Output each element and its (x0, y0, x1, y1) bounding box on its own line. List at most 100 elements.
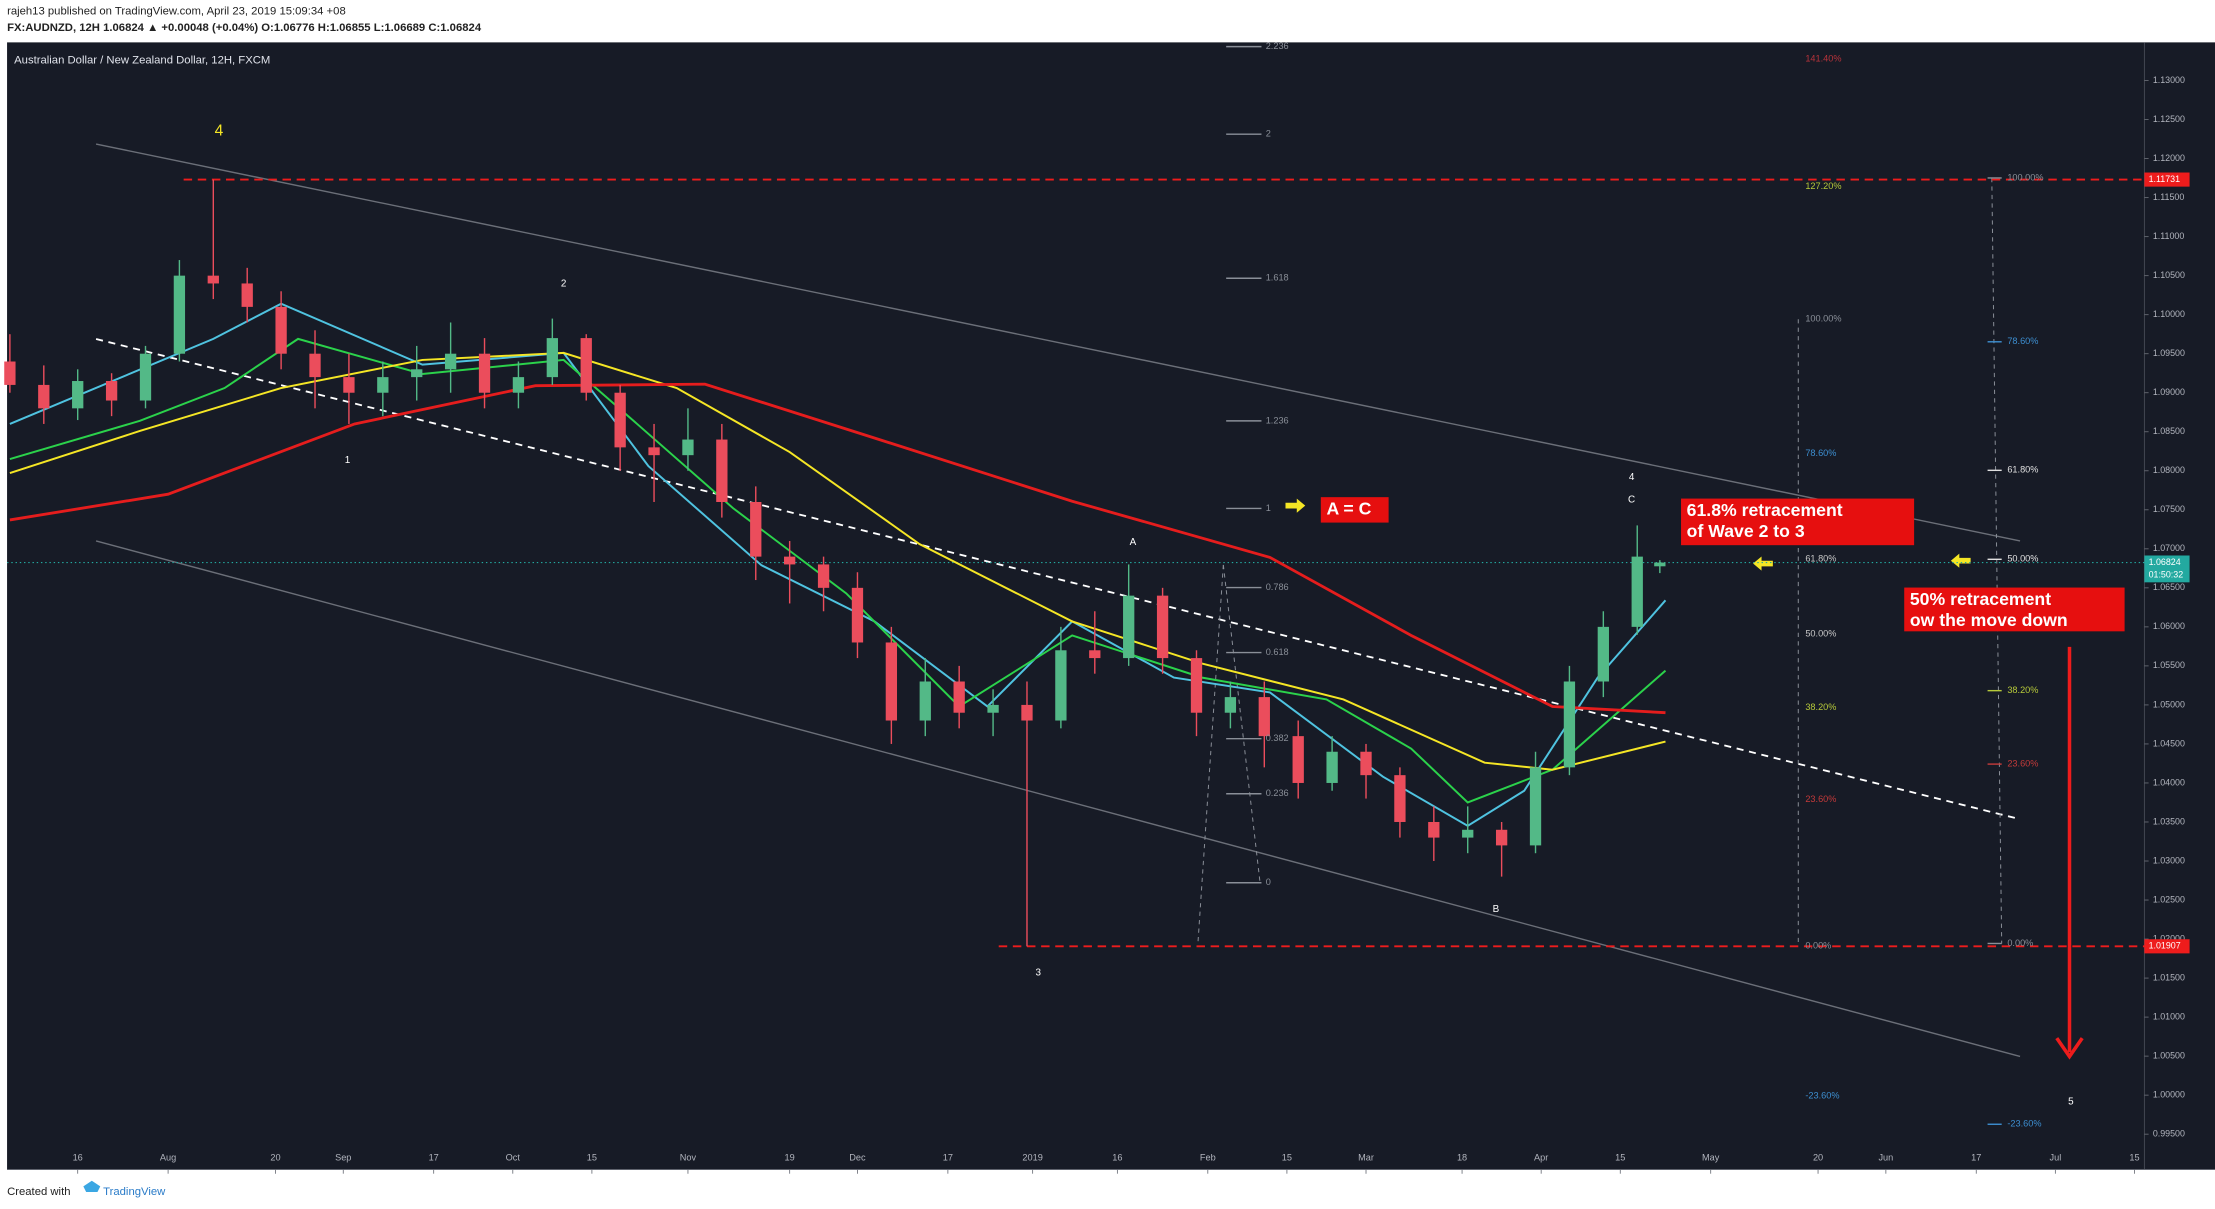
price-tag (2144, 555, 2190, 583)
fib-label: -23.60% (2007, 1119, 2041, 1129)
candle-body (1055, 650, 1067, 721)
yellow-arrow (1753, 556, 1773, 571)
candle-body (4, 361, 16, 385)
annotation-box (1904, 587, 2125, 632)
x-tick-label: 16 (1112, 1153, 1122, 1163)
fib-label: 0.382 (1266, 733, 1289, 743)
candle-body (309, 353, 321, 378)
candle-body (512, 377, 525, 393)
annotation-text: 50% retracement (1910, 589, 2051, 609)
y-tick-label: 1.08000 (2153, 465, 2185, 475)
annotation-text: ow the move down (1910, 610, 2068, 630)
x-tick-label: Sep (335, 1153, 351, 1163)
candle-body (105, 381, 118, 401)
fib-label: 1.618 (1266, 273, 1289, 283)
x-tick-label: 17 (943, 1153, 953, 1163)
wave-label: 5 (2068, 1096, 2074, 1107)
price-tag (2144, 939, 2190, 954)
wave-label: 4 (215, 122, 224, 139)
fib-label: 50.00% (1805, 629, 1836, 639)
moving-average (9, 337, 1667, 804)
fib-label: 0.236 (1266, 788, 1289, 798)
candle-body (1123, 595, 1135, 659)
candle-body (275, 306, 287, 354)
x-tick-label: 20 (270, 1153, 280, 1163)
candle-body (1360, 751, 1372, 776)
x-tick-label: 2019 (1022, 1153, 1042, 1163)
price-tag-label: 1.11731 (2149, 174, 2180, 184)
fib-label: 38.20% (2007, 685, 2038, 695)
fib-label: 0.618 (1266, 647, 1289, 657)
fib-label: 23.60% (2007, 759, 2038, 769)
candle-body (1021, 704, 1033, 721)
fib-label: -23.60% (1805, 1090, 1839, 1100)
candle-body (377, 377, 389, 393)
candle-body (716, 439, 728, 502)
symbol-info: FX:AUDNZD, 12H 1.06824 ▲ +0.00048 (+0.04… (7, 22, 482, 34)
candle-body (784, 556, 796, 565)
y-tick-label: 1.00000 (2153, 1089, 2185, 1099)
x-tick-label: 17 (1971, 1153, 1981, 1163)
y-tick-label: 1.08500 (2153, 426, 2185, 436)
x-tick-label: 15 (1615, 1153, 1625, 1163)
x-tick-label: Mar (1358, 1153, 1374, 1163)
channel-lower (95, 540, 2021, 1058)
y-tick-label: 1.12500 (2153, 114, 2185, 124)
moving-average (9, 351, 1666, 771)
y-tick-label: 1.05000 (2153, 699, 2185, 709)
y-tick-label: 1.04500 (2153, 738, 2185, 748)
yellow-arrow (1285, 498, 1306, 513)
wave-label: C (1628, 495, 1635, 506)
chart-title: Australian Dollar / New Zealand Dollar, … (14, 55, 270, 67)
candle-body (1292, 736, 1304, 783)
fib-label: 61.80% (1805, 554, 1836, 564)
fib-label: 78.60% (2007, 336, 2038, 346)
red-arrow-head (2055, 1037, 2084, 1060)
wave-label: 1 (345, 455, 351, 466)
candle-body (648, 447, 660, 456)
candle-body (919, 681, 931, 721)
annotation-text: of Wave 2 to 3 (1687, 521, 1805, 541)
price-tag-label: 1.01907 (2149, 941, 2181, 951)
candle-body (817, 564, 830, 588)
fib-label: 0 (1266, 877, 1271, 887)
candle-body (953, 681, 965, 713)
fib-connector (1222, 564, 1261, 883)
x-tick-label: 15 (2129, 1153, 2139, 1163)
candle-body (343, 377, 355, 393)
candle-body (139, 353, 152, 401)
y-tick-label: 0.99500 (2153, 1129, 2185, 1139)
candle-body (682, 439, 694, 456)
x-tick-label: Oct (506, 1153, 521, 1163)
annotation-text: A = C (1326, 499, 1371, 519)
fib-label: 1 (1266, 503, 1271, 513)
wave-label: B (1493, 904, 1500, 915)
fib-label: 141.40% (1805, 54, 1841, 64)
candle-body (444, 353, 457, 370)
drawings (95, 143, 2084, 1060)
y-tick-label: 1.09500 (2153, 348, 2185, 358)
price-tag-label: 1.06824 (2149, 557, 2181, 567)
candle-body (1156, 595, 1169, 659)
y-tick-label: 1.11500 (2153, 192, 2184, 202)
price-axis-background (2144, 42, 2215, 1170)
fib-label: 38.20% (1805, 702, 1836, 712)
candle-body (1089, 650, 1101, 659)
candle-body (1190, 658, 1203, 713)
fib-label: 2 (1266, 129, 1271, 139)
candle-body (1631, 556, 1643, 627)
y-tick-label: 1.07500 (2153, 504, 2185, 514)
brand-logo (83, 1180, 101, 1193)
x-tick-label: 17 (429, 1153, 439, 1163)
countdown-label: 01:50:32 (2149, 570, 2184, 580)
y-tick-label: 1.06000 (2153, 621, 2185, 631)
y-tick-label: 1.07000 (2153, 543, 2185, 553)
fib-connector (1991, 177, 2003, 944)
x-tick-label: May (1702, 1153, 1720, 1163)
y-tick-label: 1.00500 (2153, 1050, 2185, 1060)
fib-label: 78.60% (1805, 448, 1836, 458)
plot-background (7, 42, 2145, 1170)
candle-body (1462, 829, 1474, 838)
x-tick-label: 15 (1282, 1153, 1292, 1163)
